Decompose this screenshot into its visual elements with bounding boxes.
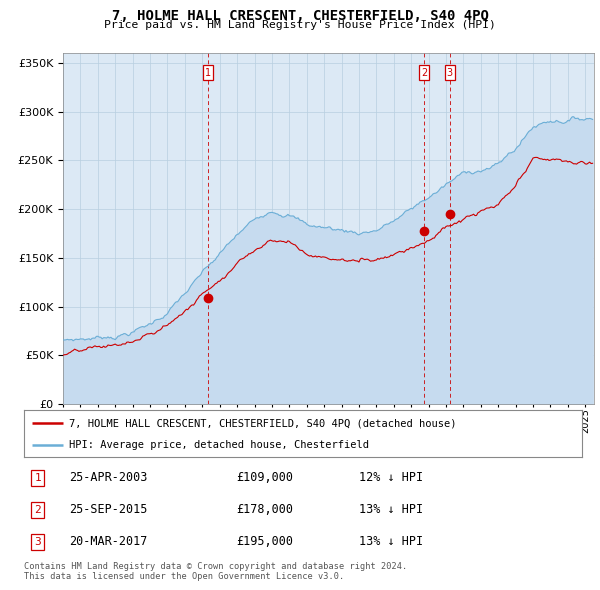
Text: 25-APR-2003: 25-APR-2003 — [68, 471, 147, 484]
Text: 1: 1 — [205, 68, 211, 78]
Text: 25-SEP-2015: 25-SEP-2015 — [68, 503, 147, 516]
Text: £178,000: £178,000 — [236, 503, 293, 516]
Text: HPI: Average price, detached house, Chesterfield: HPI: Average price, detached house, Ches… — [68, 441, 368, 450]
Text: 1: 1 — [35, 473, 41, 483]
Text: 2: 2 — [421, 68, 427, 78]
Text: 12% ↓ HPI: 12% ↓ HPI — [359, 471, 423, 484]
Text: 7, HOLME HALL CRESCENT, CHESTERFIELD, S40 4PQ (detached house): 7, HOLME HALL CRESCENT, CHESTERFIELD, S4… — [68, 418, 456, 428]
Text: 13% ↓ HPI: 13% ↓ HPI — [359, 536, 423, 549]
Text: £195,000: £195,000 — [236, 536, 293, 549]
Text: 3: 3 — [447, 68, 453, 78]
Text: 2: 2 — [35, 505, 41, 515]
Text: £109,000: £109,000 — [236, 471, 293, 484]
Text: This data is licensed under the Open Government Licence v3.0.: This data is licensed under the Open Gov… — [24, 572, 344, 581]
Text: 20-MAR-2017: 20-MAR-2017 — [68, 536, 147, 549]
Text: 7, HOLME HALL CRESCENT, CHESTERFIELD, S40 4PQ: 7, HOLME HALL CRESCENT, CHESTERFIELD, S4… — [112, 9, 488, 23]
Text: 3: 3 — [35, 537, 41, 547]
Text: Contains HM Land Registry data © Crown copyright and database right 2024.: Contains HM Land Registry data © Crown c… — [24, 562, 407, 571]
Text: 13% ↓ HPI: 13% ↓ HPI — [359, 503, 423, 516]
Text: Price paid vs. HM Land Registry's House Price Index (HPI): Price paid vs. HM Land Registry's House … — [104, 20, 496, 30]
